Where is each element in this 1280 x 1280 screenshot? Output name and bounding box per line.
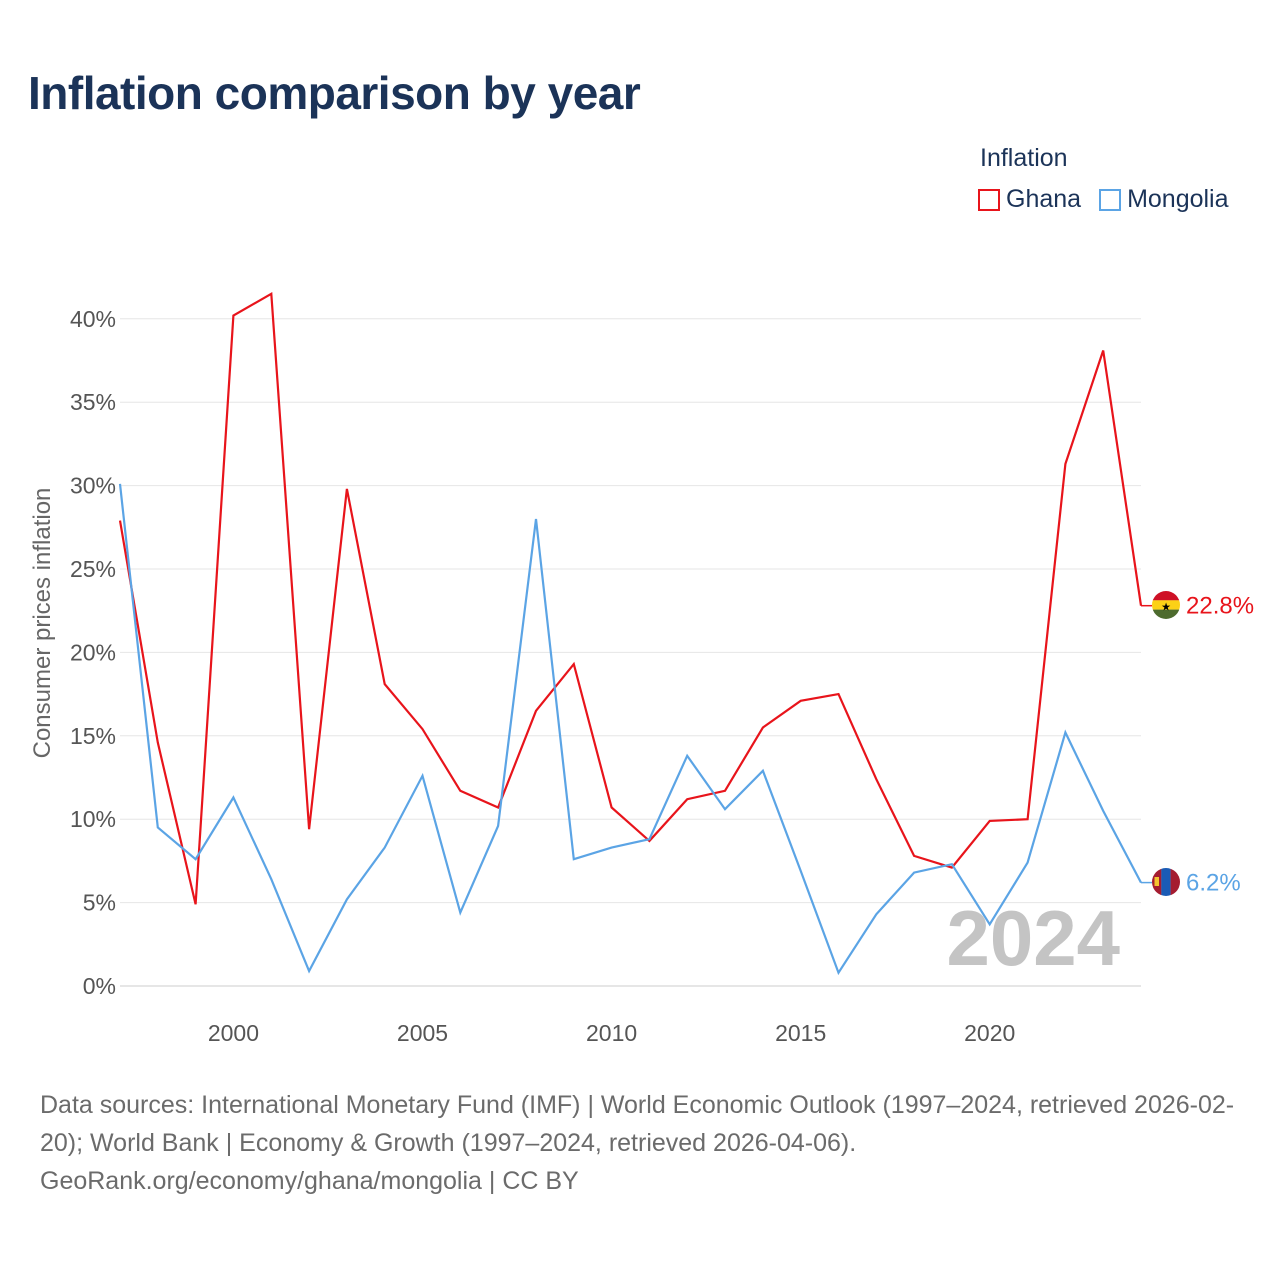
- svg-text:★: ★: [1161, 601, 1171, 614]
- x-axis-ticks: 2000 2005 2010 2015 2020: [208, 1020, 1015, 1046]
- y-tick-label: 5%: [83, 890, 116, 916]
- data-point-mongolia-2013[interactable]: [722, 806, 728, 812]
- data-point-ghana-2009[interactable]: [571, 661, 577, 667]
- data-point-mongolia-2007[interactable]: [495, 823, 501, 829]
- series-line-mongolia: [118, 483, 1142, 976]
- data-point-mongolia-2000[interactable]: [230, 795, 236, 801]
- data-point-mongolia-2015[interactable]: [798, 868, 804, 874]
- year-watermark: 2024: [946, 894, 1120, 982]
- data-point-mongolia-2020[interactable]: [987, 921, 993, 927]
- data-point-ghana-2000[interactable]: [230, 313, 236, 319]
- data-point-ghana-2022[interactable]: [1062, 461, 1068, 467]
- data-point-ghana-2017[interactable]: [873, 776, 879, 782]
- data-point-ghana-2005[interactable]: [420, 726, 426, 732]
- y-tick-label: 25%: [70, 556, 116, 582]
- y-tick-label: 30%: [70, 473, 116, 499]
- data-point-mongolia-2010[interactable]: [609, 845, 615, 851]
- data-point-mongolia-1997[interactable]: [117, 481, 123, 487]
- flag-mongolia-icon: [1152, 868, 1180, 896]
- legend-swatch-ghana: [978, 188, 1000, 211]
- data-point-mongolia-2021[interactable]: [1025, 860, 1031, 866]
- x-tick-label: 2005: [397, 1020, 448, 1046]
- data-point-mongolia-2009[interactable]: [571, 856, 577, 862]
- data-point-mongolia-1999[interactable]: [193, 856, 199, 862]
- data-point-ghana-2006[interactable]: [457, 788, 463, 794]
- data-point-ghana-2003[interactable]: [344, 486, 350, 492]
- y-tick-label: 20%: [70, 639, 116, 665]
- legend-item-ghana[interactable]: Ghana: [978, 185, 1081, 214]
- legend-item-mongolia[interactable]: Mongolia: [1099, 185, 1229, 214]
- data-point-mongolia-2023[interactable]: [1100, 808, 1106, 814]
- data-point-ghana-2021[interactable]: [1025, 816, 1031, 822]
- data-point-ghana-2001[interactable]: [268, 291, 274, 297]
- end-value-label-mongolia: 6.2%: [1186, 870, 1241, 897]
- source-citation: Data sources: International Monetary Fun…: [40, 1091, 1235, 1157]
- inflation-line-chart: 0%5%10%15%20%25%30%35%40% 2000 2005 2010 20…: [29, 291, 1254, 1046]
- data-point-ghana-2012[interactable]: [684, 796, 690, 802]
- legend-swatch-mongolia: [1099, 188, 1122, 211]
- data-point-ghana-2008[interactable]: [533, 708, 539, 714]
- data-point-ghana-1997[interactable]: [117, 518, 123, 524]
- legend-title: Inflation: [980, 144, 1068, 172]
- data-point-mongolia-2002[interactable]: [306, 968, 312, 974]
- y-tick-label: 0%: [83, 973, 116, 999]
- data-point-mongolia-2001[interactable]: [268, 876, 274, 882]
- data-point-ghana-2018[interactable]: [911, 853, 917, 859]
- data-point-mongolia-2017[interactable]: [873, 911, 879, 917]
- series-lines: 22.8% 6.2%: [117, 291, 1254, 976]
- legend: Ghana Mongolia: [978, 185, 1229, 214]
- flag-ghana-icon: ★: [1152, 591, 1180, 619]
- data-point-mongolia-2024[interactable]: [1138, 880, 1144, 886]
- data-source-note: Data sources: International Monetary Fun…: [40, 1086, 1250, 1200]
- end-value-label-ghana: 22.8%: [1186, 593, 1254, 620]
- data-point-mongolia-2018[interactable]: [911, 870, 917, 876]
- data-point-mongolia-1998[interactable]: [155, 825, 161, 831]
- data-point-mongolia-2003[interactable]: [344, 896, 350, 902]
- data-point-ghana-2023[interactable]: [1100, 348, 1106, 354]
- y-tick-label: 15%: [70, 723, 116, 749]
- y-tick-label: 35%: [70, 389, 116, 415]
- y-axis-ticks: 0% 5% 10% 15% 20% 25% 30% 35% 40%: [70, 306, 116, 999]
- data-point-ghana-2014[interactable]: [760, 725, 766, 731]
- page-title: Inflation comparison by year: [28, 67, 641, 119]
- x-tick-label: 2015: [775, 1020, 826, 1046]
- data-point-ghana-2020[interactable]: [987, 818, 993, 824]
- x-tick-label: 2020: [964, 1020, 1015, 1046]
- data-point-mongolia-2016[interactable]: [836, 970, 842, 976]
- data-point-mongolia-2022[interactable]: [1062, 730, 1068, 736]
- y-tick-label: 40%: [70, 306, 116, 332]
- data-point-mongolia-2008[interactable]: [533, 516, 539, 522]
- data-point-mongolia-2004[interactable]: [382, 845, 388, 851]
- source-link[interactable]: GeoRank.org/economy/ghana/mongolia | CC …: [40, 1167, 579, 1195]
- data-point-ghana-2016[interactable]: [836, 691, 842, 697]
- data-point-ghana-1999[interactable]: [193, 901, 199, 907]
- legend-label-ghana: Ghana: [1006, 185, 1082, 213]
- y-tick-label: 10%: [70, 806, 116, 832]
- data-point-ghana-2010[interactable]: [609, 805, 615, 811]
- data-point-mongolia-2014[interactable]: [760, 768, 766, 774]
- x-tick-label: 2000: [208, 1020, 259, 1046]
- data-point-mongolia-2012[interactable]: [684, 753, 690, 759]
- legend-label-mongolia: Mongolia: [1127, 185, 1229, 213]
- data-point-ghana-1998[interactable]: [155, 740, 161, 746]
- series-line-ghana: [118, 291, 1143, 905]
- data-point-mongolia-2005[interactable]: [420, 773, 426, 779]
- data-point-ghana-2013[interactable]: [722, 788, 728, 794]
- y-axis-title: Consumer prices inflation: [29, 488, 56, 759]
- data-point-mongolia-2006[interactable]: [457, 910, 463, 916]
- x-tick-label: 2010: [586, 1020, 637, 1046]
- data-point-mongolia-2019[interactable]: [949, 861, 955, 867]
- data-point-ghana-2002[interactable]: [306, 826, 312, 832]
- data-point-mongolia-2011[interactable]: [646, 836, 652, 842]
- data-point-ghana-2015[interactable]: [798, 698, 804, 704]
- data-point-ghana-2024[interactable]: [1138, 603, 1144, 609]
- data-point-ghana-2004[interactable]: [382, 681, 388, 687]
